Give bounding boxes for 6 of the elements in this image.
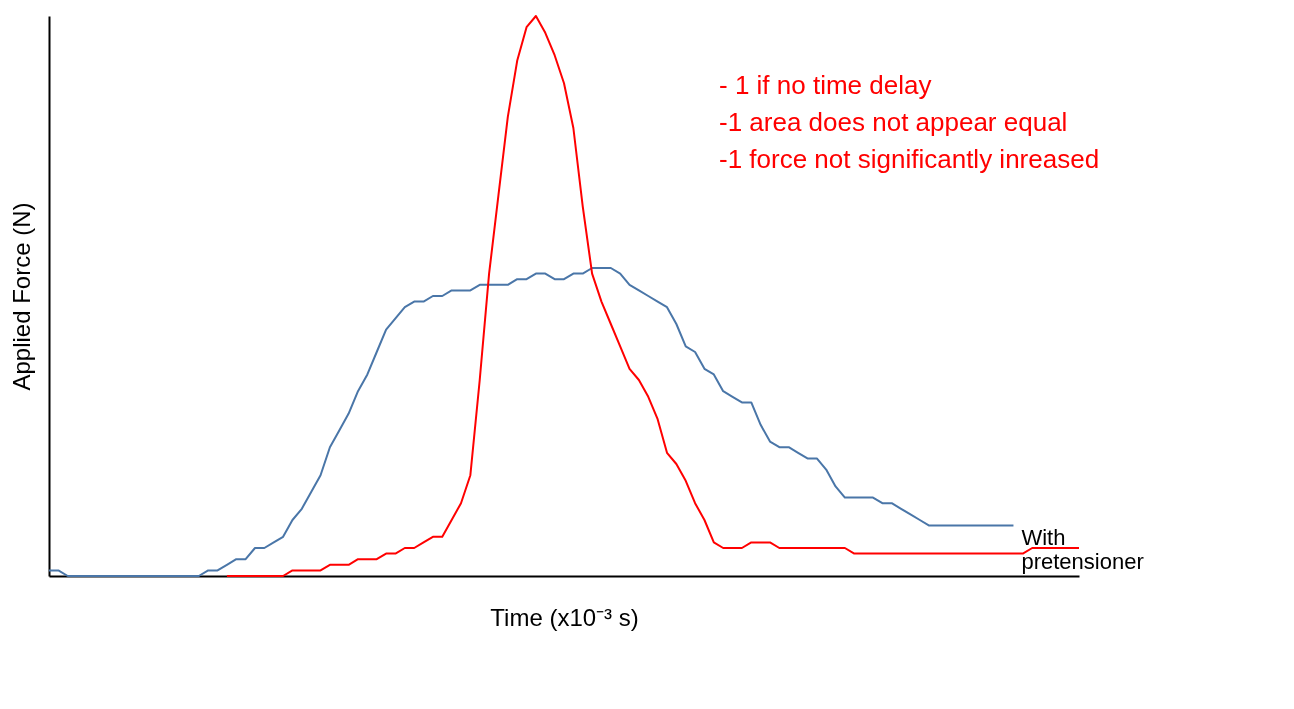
annotation: -1 force not significantly inreased: [719, 144, 1100, 174]
annotation: - 1 if no time delay: [719, 70, 932, 100]
y-axis-title: Applied Force (N): [7, 202, 35, 391]
series-label: With pretensioner: [1021, 524, 1144, 574]
x-axis-title: Time (x10⁻³ s): [490, 603, 639, 631]
annotation: -1 area does not appear equal: [719, 107, 1068, 137]
